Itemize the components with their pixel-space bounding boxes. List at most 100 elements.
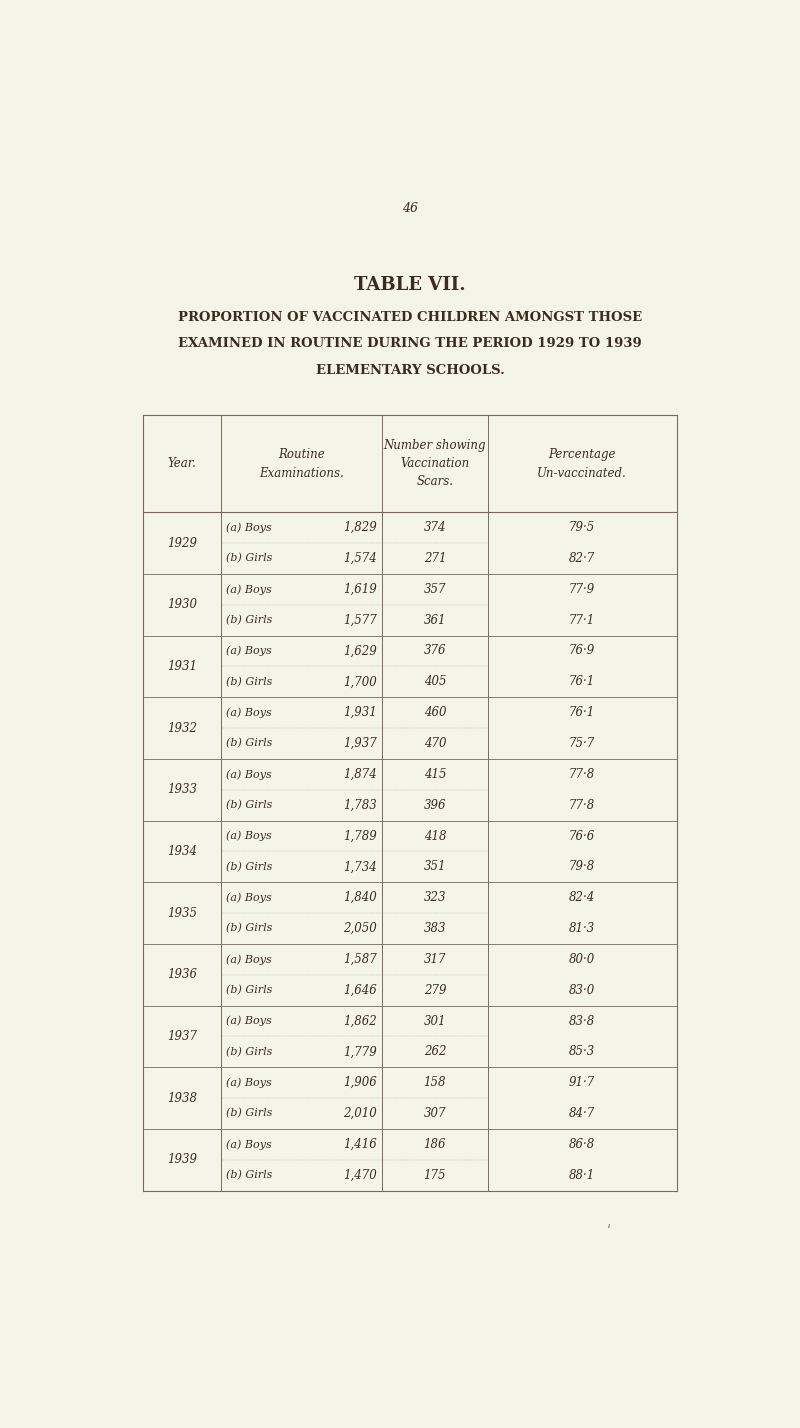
Text: (b) Girls: (b) Girls <box>226 553 272 564</box>
Text: 81·3: 81·3 <box>569 922 595 935</box>
Text: 186: 186 <box>423 1138 446 1151</box>
Text: 415: 415 <box>423 768 446 781</box>
Text: (a) Boys: (a) Boys <box>226 892 272 902</box>
Text: 1,574: 1,574 <box>343 553 377 565</box>
Text: 88·1: 88·1 <box>569 1168 595 1182</box>
Text: 2,050: 2,050 <box>343 922 377 935</box>
Text: 77·8: 77·8 <box>569 798 595 811</box>
Text: 1935: 1935 <box>167 907 197 920</box>
Text: Year.: Year. <box>168 457 197 470</box>
Text: (a) Boys: (a) Boys <box>226 584 272 594</box>
Text: 1,779: 1,779 <box>343 1045 377 1058</box>
Text: 262: 262 <box>423 1045 446 1058</box>
Text: 1,789: 1,789 <box>343 830 377 843</box>
Text: Routine
Examinations.: Routine Examinations. <box>259 448 344 480</box>
Text: 361: 361 <box>423 614 446 627</box>
Text: (a) Boys: (a) Boys <box>226 1140 272 1150</box>
Text: (a) Boys: (a) Boys <box>226 831 272 841</box>
Text: (a) Boys: (a) Boys <box>226 1078 272 1088</box>
Text: 307: 307 <box>423 1107 446 1120</box>
Text: 82·7: 82·7 <box>569 553 595 565</box>
Text: 1938: 1938 <box>167 1091 197 1105</box>
Text: (b) Girls: (b) Girls <box>226 677 272 687</box>
Text: 77·9: 77·9 <box>569 583 595 595</box>
Text: 1,906: 1,906 <box>343 1077 377 1090</box>
Text: ELEMENTARY SCHOOLS.: ELEMENTARY SCHOOLS. <box>315 364 505 377</box>
Text: Number showing
Vaccination
Scars.: Number showing Vaccination Scars. <box>383 440 486 488</box>
Text: 2,010: 2,010 <box>343 1107 377 1120</box>
Text: 76·9: 76·9 <box>569 644 595 657</box>
Text: 323: 323 <box>423 891 446 904</box>
Text: 351: 351 <box>423 860 446 874</box>
Text: 91·7: 91·7 <box>569 1077 595 1090</box>
Text: 1,416: 1,416 <box>343 1138 377 1151</box>
Text: 46: 46 <box>402 203 418 216</box>
Text: (a) Boys: (a) Boys <box>226 1015 272 1027</box>
Text: 83·8: 83·8 <box>569 1014 595 1028</box>
Text: 1,840: 1,840 <box>343 891 377 904</box>
Text: 76·1: 76·1 <box>569 707 595 720</box>
Text: 279: 279 <box>423 984 446 997</box>
Text: 470: 470 <box>423 737 446 750</box>
Text: 301: 301 <box>423 1014 446 1028</box>
Text: 1,783: 1,783 <box>343 798 377 811</box>
Text: 1,577: 1,577 <box>343 614 377 627</box>
Text: 158: 158 <box>423 1077 446 1090</box>
Text: 1939: 1939 <box>167 1154 197 1167</box>
Text: 1,587: 1,587 <box>343 952 377 965</box>
Text: 76·6: 76·6 <box>569 830 595 843</box>
Text: 75·7: 75·7 <box>569 737 595 750</box>
Text: (b) Girls: (b) Girls <box>226 1047 272 1057</box>
Text: 1,931: 1,931 <box>343 707 377 720</box>
Text: (b) Girls: (b) Girls <box>226 1170 272 1181</box>
Text: (a) Boys: (a) Boys <box>226 645 272 657</box>
Text: 1,629: 1,629 <box>343 644 377 657</box>
Text: 1,700: 1,700 <box>343 675 377 688</box>
Text: 1931: 1931 <box>167 660 197 673</box>
Text: (b) Girls: (b) Girls <box>226 800 272 810</box>
Text: 1,862: 1,862 <box>343 1014 377 1028</box>
Text: (a) Boys: (a) Boys <box>226 523 272 533</box>
Text: 1,619: 1,619 <box>343 583 377 595</box>
Text: 418: 418 <box>423 830 446 843</box>
Text: 1933: 1933 <box>167 784 197 797</box>
Text: 1936: 1936 <box>167 968 197 981</box>
Text: 79·8: 79·8 <box>569 860 595 874</box>
Text: 1,874: 1,874 <box>343 768 377 781</box>
Text: (b) Girls: (b) Girls <box>226 615 272 625</box>
Text: 357: 357 <box>423 583 446 595</box>
Text: 1929: 1929 <box>167 537 197 550</box>
Text: 460: 460 <box>423 707 446 720</box>
Text: PROPORTION OF VACCINATED CHILDREN AMONGST THOSE: PROPORTION OF VACCINATED CHILDREN AMONGS… <box>178 311 642 324</box>
Text: 80·0: 80·0 <box>569 952 595 965</box>
Text: (a) Boys: (a) Boys <box>226 770 272 780</box>
Text: (b) Girls: (b) Girls <box>226 1108 272 1118</box>
Text: 383: 383 <box>423 922 446 935</box>
Text: Percentage
Un-vaccinated.: Percentage Un-vaccinated. <box>537 448 627 480</box>
Text: 85·3: 85·3 <box>569 1045 595 1058</box>
Text: 79·5: 79·5 <box>569 521 595 534</box>
Text: (a) Boys: (a) Boys <box>226 954 272 965</box>
Text: ͵: ͵ <box>606 1214 610 1228</box>
Text: 76·1: 76·1 <box>569 675 595 688</box>
Text: 1932: 1932 <box>167 721 197 734</box>
Text: 1,734: 1,734 <box>343 860 377 874</box>
Text: 317: 317 <box>423 952 446 965</box>
Text: TABLE VII.: TABLE VII. <box>354 276 466 294</box>
Text: (b) Girls: (b) Girls <box>226 985 272 995</box>
Text: (b) Girls: (b) Girls <box>226 924 272 934</box>
Text: (b) Girls: (b) Girls <box>226 861 272 873</box>
Text: 77·8: 77·8 <box>569 768 595 781</box>
Text: 1937: 1937 <box>167 1030 197 1042</box>
Text: 1934: 1934 <box>167 845 197 858</box>
Text: 1,470: 1,470 <box>343 1168 377 1182</box>
Text: 175: 175 <box>423 1168 446 1182</box>
Text: 77·1: 77·1 <box>569 614 595 627</box>
Text: 1,646: 1,646 <box>343 984 377 997</box>
Text: 83·0: 83·0 <box>569 984 595 997</box>
Text: 271: 271 <box>423 553 446 565</box>
Text: 396: 396 <box>423 798 446 811</box>
Text: 86·8: 86·8 <box>569 1138 595 1151</box>
Text: EXAMINED IN ROUTINE DURING THE PERIOD 1929 TO 1939: EXAMINED IN ROUTINE DURING THE PERIOD 19… <box>178 337 642 350</box>
Text: 374: 374 <box>423 521 446 534</box>
